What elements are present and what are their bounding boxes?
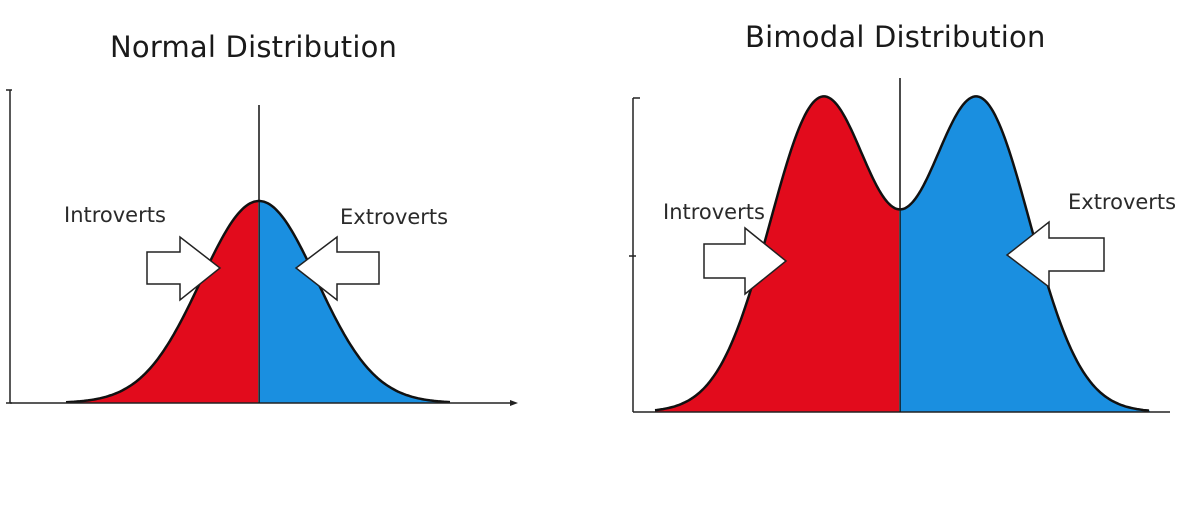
normal-curve [65, 199, 451, 404]
normal-introverts-arrow [146, 235, 222, 302]
normal-extroverts-label: Extroverts [340, 205, 449, 229]
bimodal-introverts-arrow [703, 226, 788, 296]
normal-extroverts-arrow [294, 235, 380, 302]
bimodal-extroverts-arrow [1005, 220, 1105, 289]
bimodal-curve [654, 95, 1150, 412]
normal-distribution-chart [6, 89, 518, 406]
normal-introverts-label: Introverts [64, 203, 166, 227]
bimodal-distribution-chart [629, 78, 1170, 413]
bimodal-introverts-label: Introverts [663, 200, 765, 224]
normal-x-axis-arrowhead [510, 400, 518, 406]
normal-introverts-area [66, 201, 258, 403]
bimodal-extroverts-label: Extroverts [1068, 190, 1177, 214]
normal-distribution-title: Normal Distribution [110, 30, 398, 64]
bimodal-distribution-title: Bimodal Distribution [745, 20, 1046, 54]
normal-extroverts-area [259, 201, 449, 403]
